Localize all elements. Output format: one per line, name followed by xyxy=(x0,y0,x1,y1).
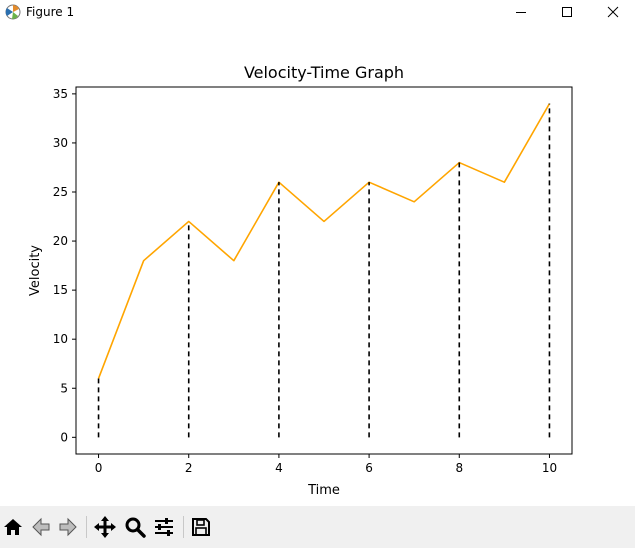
zoom-button[interactable] xyxy=(122,514,148,540)
y-tick-label: 20 xyxy=(53,234,68,248)
close-icon xyxy=(607,6,619,18)
y-axis-label: Velocity xyxy=(28,245,43,296)
window-titlebar: Figure 1 xyxy=(0,0,635,24)
back-arrow-icon xyxy=(32,517,50,537)
y-tick-label: 15 xyxy=(53,283,68,297)
x-tick-label: 10 xyxy=(542,461,557,475)
back-button[interactable] xyxy=(28,514,54,540)
minimize-button[interactable] xyxy=(498,0,544,24)
y-tick-label: 5 xyxy=(60,381,68,395)
close-button[interactable] xyxy=(590,0,635,24)
home-button[interactable] xyxy=(0,514,26,540)
x-tick-label: 4 xyxy=(275,461,283,475)
plot-area-frame xyxy=(75,86,573,455)
minimize-icon xyxy=(516,12,526,13)
home-icon xyxy=(4,519,22,535)
x-axis-label: Time xyxy=(307,483,340,498)
zoom-icon xyxy=(125,517,146,538)
x-tick-label: 2 xyxy=(185,461,193,475)
y-tick-label: 30 xyxy=(53,136,68,150)
pan-icon xyxy=(94,516,116,538)
save-icon xyxy=(192,518,210,536)
configure-subplots-button[interactable] xyxy=(151,514,177,540)
subplots-config-icon xyxy=(155,518,173,536)
maximize-button[interactable] xyxy=(544,0,590,24)
x-tick-label: 8 xyxy=(455,461,463,475)
figure-canvas[interactable]: 0 2 4 6 8 10 0 5 10 15 20 25 30 35 Velocity-Time Graph… xyxy=(0,24,635,506)
x-tick-label: 0 xyxy=(95,461,103,475)
y-tick-label: 35 xyxy=(53,87,68,101)
y-tick-label: 0 xyxy=(60,430,68,444)
maximize-icon xyxy=(562,7,572,17)
y-tick-label: 25 xyxy=(53,185,68,199)
velocity-time-chart: 0 2 4 6 8 10 0 5 10 15 20 25 30 35 Velocity-Time Graph… xyxy=(28,63,573,498)
toolbar-separator xyxy=(183,516,184,538)
toolbar-separator xyxy=(86,516,87,538)
window-title: Figure 1 xyxy=(26,5,75,19)
velocity-series-line xyxy=(97,103,551,379)
y-tick-label: 10 xyxy=(53,332,68,346)
matplotlib-app-icon xyxy=(5,4,21,20)
x-tick-label: 6 xyxy=(365,461,373,475)
chart-title: Velocity-Time Graph xyxy=(244,63,404,82)
save-button[interactable] xyxy=(188,514,214,540)
pan-button[interactable] xyxy=(92,514,118,540)
forward-arrow-icon xyxy=(59,517,77,537)
navigation-toolbar xyxy=(0,506,635,548)
forward-button[interactable] xyxy=(55,514,81,540)
